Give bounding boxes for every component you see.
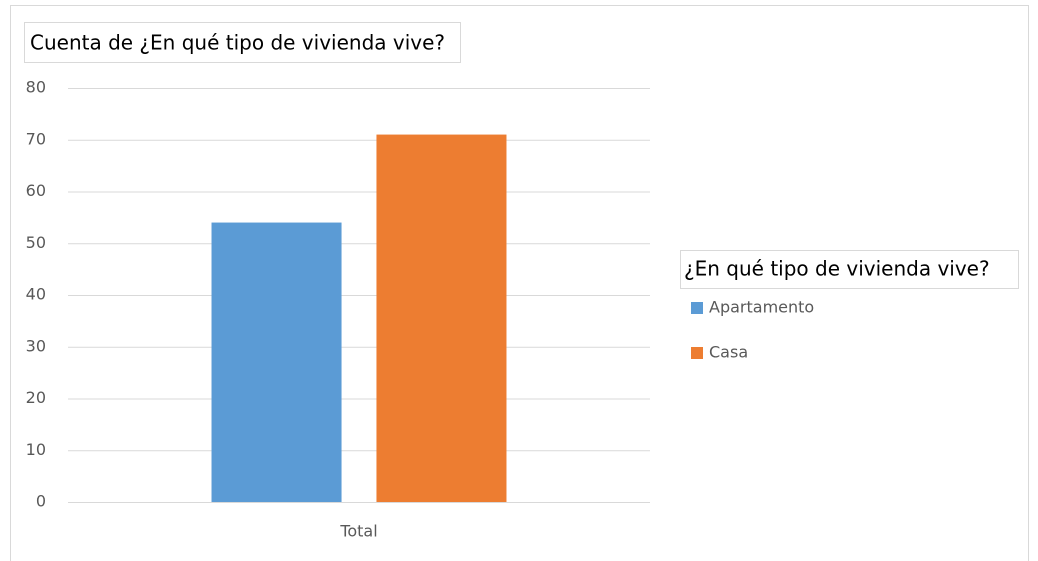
y-tick-label: 60 <box>26 181 46 200</box>
y-tick-label: 30 <box>26 336 46 355</box>
legend-label: Apartamento <box>709 298 814 317</box>
title-box <box>24 22 461 63</box>
y-tick-label: 20 <box>26 388 46 407</box>
chart-title: Cuenta de ¿En qué tipo de vivienda vive? <box>30 31 445 55</box>
y-tick-label: 50 <box>26 233 46 252</box>
y-tick-label: 10 <box>26 440 46 459</box>
legend-swatch <box>691 302 703 314</box>
legend-label: Casa <box>709 343 748 362</box>
legend-title: ¿En qué tipo de vivienda vive? <box>684 257 990 281</box>
y-tick-label: 0 <box>36 492 46 511</box>
x-tick-label: Total <box>339 522 377 541</box>
bar <box>211 222 342 503</box>
y-tick-label: 40 <box>26 285 46 304</box>
legend-title-box <box>680 250 1019 289</box>
legend-swatch <box>691 347 703 359</box>
y-tick-label: 70 <box>26 129 46 148</box>
y-tick-label: 80 <box>26 78 46 97</box>
bar <box>376 134 507 502</box>
